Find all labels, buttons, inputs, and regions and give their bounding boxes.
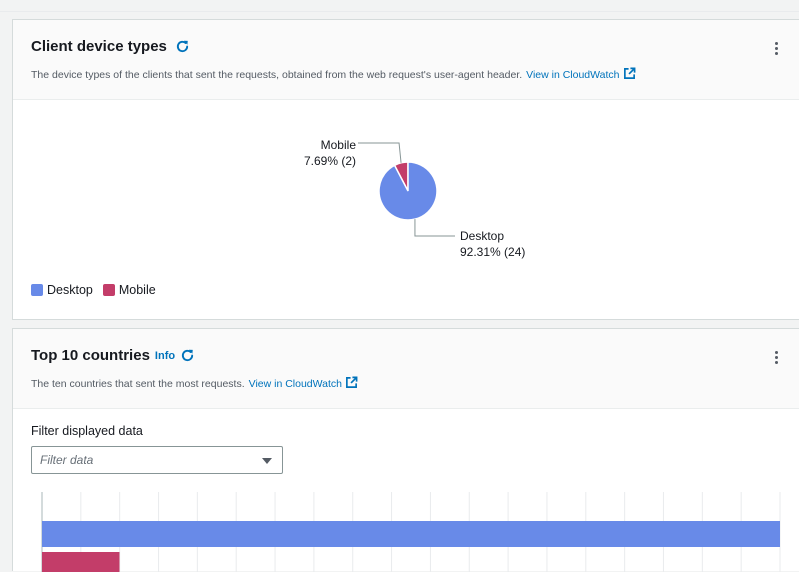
card-description: The ten countries that sent the most req…	[31, 376, 358, 390]
info-link[interactable]: Info	[154, 349, 176, 362]
card-title: Client device types	[31, 38, 167, 55]
refresh-icon[interactable]	[175, 39, 190, 54]
leader-line-mobile	[358, 142, 402, 163]
card-header: Client device types The device types of …	[13, 20, 799, 100]
more-vertical-icon[interactable]	[773, 351, 779, 367]
filter-placeholder: Filter data	[40, 453, 94, 467]
caret-down-icon	[262, 458, 272, 464]
pie-label-mobile: Mobile 7.69% (2)	[300, 137, 356, 169]
pie-label-desktop-name: Desktop	[460, 229, 505, 243]
legend-label-desktop: Desktop	[47, 283, 93, 297]
device-pie-chart	[358, 142, 455, 237]
top-countries-card: Top 10 countries Info The ten countries …	[12, 328, 799, 572]
legend-item-desktop[interactable]: Desktop	[31, 283, 93, 297]
view-in-cloudwatch-link[interactable]: View in CloudWatch	[248, 376, 358, 390]
top-strip	[0, 0, 799, 12]
card-title: Top 10 countries	[31, 347, 150, 364]
filter-label: Filter displayed data	[31, 424, 143, 438]
legend-swatch-mobile	[102, 284, 115, 296]
country-bar[interactable]	[42, 552, 120, 572]
more-vertical-icon[interactable]	[773, 42, 779, 58]
description-text: The device types of the clients that sen…	[31, 69, 523, 81]
card-header: Top 10 countries Info The ten countries …	[13, 329, 799, 409]
legend-label-mobile: Mobile	[118, 283, 156, 297]
card-title-row: Client device types	[31, 38, 190, 55]
legend-swatch-desktop	[31, 284, 43, 296]
card-description: The device types of the clients that sen…	[31, 67, 636, 81]
link-label: View in CloudWatch	[248, 378, 343, 390]
pie-label-mobile-name: Mobile	[320, 138, 356, 152]
description-text: The ten countries that sent the most req…	[31, 378, 245, 390]
pie-label-desktop: Desktop 92.31% (24)	[460, 228, 525, 260]
pie-label-mobile-detail: 7.69% (2)	[303, 154, 356, 168]
legend-item-mobile[interactable]: Mobile	[102, 283, 156, 297]
pie-label-desktop-detail: 92.31% (24)	[460, 245, 526, 259]
link-label: View in CloudWatch	[526, 69, 620, 81]
view-in-cloudwatch-link[interactable]: View in CloudWatch	[526, 67, 635, 81]
pie-slice-desktop[interactable]	[378, 161, 438, 221]
refresh-icon[interactable]	[180, 348, 195, 363]
external-link-icon	[346, 376, 358, 388]
chart-legend: Desktop Mobile	[31, 283, 166, 297]
leader-line-desktop	[414, 219, 455, 237]
card-title-row: Top 10 countries Info	[31, 347, 195, 364]
filter-select[interactable]: Filter data	[31, 446, 283, 474]
countries-bar-chart	[41, 492, 781, 572]
external-link-icon	[623, 67, 635, 79]
client-device-types-card: Client device types The device types of …	[12, 19, 799, 320]
country-bar[interactable]	[42, 521, 780, 547]
